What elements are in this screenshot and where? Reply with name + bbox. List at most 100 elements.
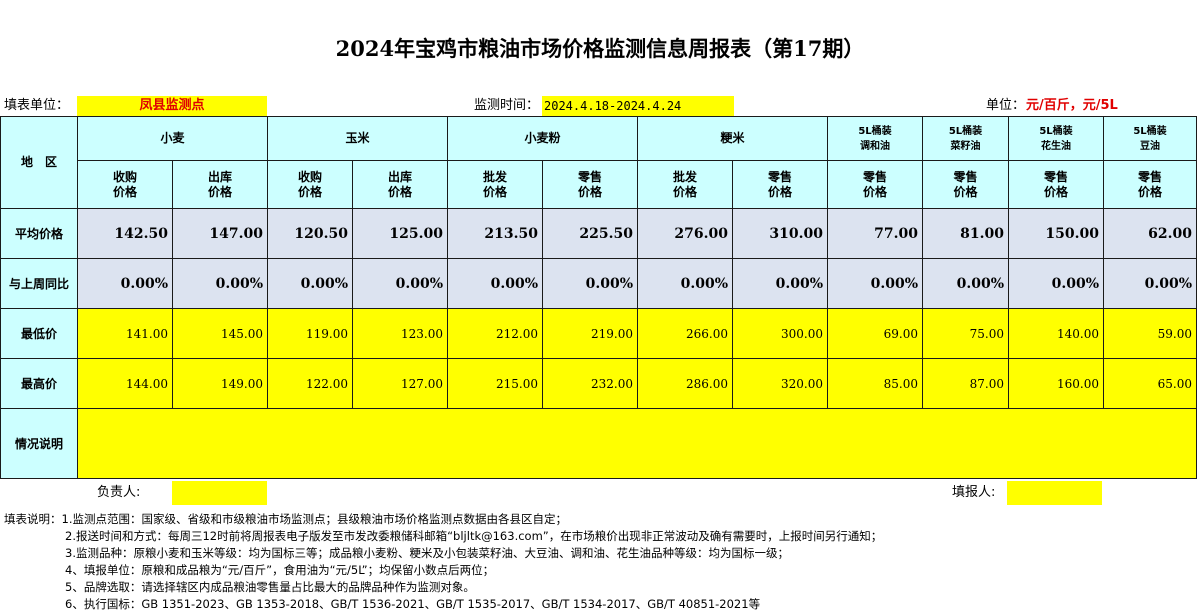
table-cell[interactable]: 286.00 (637, 358, 733, 409)
table-cell[interactable]: 0.00% (77, 258, 173, 309)
table-cell[interactable]: 310.00 (732, 208, 828, 259)
table-cell[interactable]: 85.00 (827, 358, 923, 409)
table-cell[interactable]: 0.00% (1008, 258, 1104, 309)
note-line: 4、填报单位：原粮和成品粮为“元/百斤”，食用油为“元/5L”；均保留小数点后两… (65, 563, 495, 577)
group-header: 5L桶装 菜籽油 (922, 116, 1009, 161)
row-label: 平均价格 (0, 208, 78, 259)
table-cell[interactable]: 0.00% (542, 258, 638, 309)
sub-header: 收购 价格 (77, 160, 173, 209)
table-cell[interactable]: 62.00 (1103, 208, 1197, 259)
table-cell[interactable]: 149.00 (172, 358, 268, 409)
table-cell[interactable]: 0.00% (267, 258, 353, 309)
table-cell[interactable]: 120.50 (267, 208, 353, 259)
table-cell[interactable]: 0.00% (1103, 258, 1197, 309)
table-cell[interactable]: 65.00 (1103, 358, 1197, 409)
sub-header: 出库 价格 (352, 160, 448, 209)
sub-header: 零售 价格 (827, 160, 923, 209)
sub-header: 零售 价格 (1103, 160, 1197, 209)
table-cell[interactable]: 320.00 (732, 358, 828, 409)
table-cell[interactable]: 69.00 (827, 308, 923, 359)
notes-section: 填表说明：1.监测点范围：国家级、省级和市级粮油市场监测点；县级粮油市场价格监测… (4, 511, 1196, 613)
note-line: 6、执行国标：GB 1351-2023、GB 1353-2018、GB/T 15… (65, 597, 761, 611)
table-cell[interactable]: 215.00 (447, 358, 543, 409)
group-header: 小麦 (77, 116, 268, 161)
group-header: 小麦粉 (447, 116, 638, 161)
table-cell[interactable]: 59.00 (1103, 308, 1197, 359)
sub-header: 收购 价格 (267, 160, 353, 209)
table-cell[interactable]: 141.00 (77, 308, 173, 359)
table-cell[interactable]: 144.00 (77, 358, 173, 409)
table-cell[interactable]: 300.00 (732, 308, 828, 359)
table-cell[interactable]: 0.00% (732, 258, 828, 309)
table-cell[interactable]: 142.50 (77, 208, 173, 259)
table-cell[interactable]: 276.00 (637, 208, 733, 259)
note-line: 2.报送时间和方式：每周三12时前将周报表电子版发至市发改委粮储科邮箱“bljl… (65, 529, 883, 543)
table-cell[interactable]: 0.00% (827, 258, 923, 309)
table-cell[interactable]: 213.50 (447, 208, 543, 259)
table-cell[interactable]: 150.00 (1008, 208, 1104, 259)
measure-value: 元/百斤，元/5L (1026, 98, 1118, 113)
sub-header: 零售 价格 (1008, 160, 1104, 209)
sub-header-row: 收购 价格 出库 价格 收购 价格 出库 价格 批发 价格 零售 价格 批发 价… (1, 160, 1197, 209)
sub-header: 批发 价格 (447, 160, 543, 209)
table-cell[interactable]: 140.00 (1008, 308, 1104, 359)
filler-field[interactable] (1007, 481, 1102, 505)
sub-header: 零售 价格 (732, 160, 828, 209)
table-cell[interactable]: 122.00 (267, 358, 353, 409)
table-cell[interactable]: 147.00 (172, 208, 268, 259)
remark-field[interactable] (77, 408, 1197, 479)
report-title: 2024年宝鸡市粮油市场价格监测信息周报表（第17期） (335, 36, 865, 61)
sub-header: 批发 价格 (637, 160, 733, 209)
group-header: 玉米 (267, 116, 448, 161)
table-cell[interactable]: 0.00% (447, 258, 543, 309)
remark-label: 情况说明 (0, 408, 78, 479)
unit-label: 填表单位： (4, 98, 70, 113)
period-label: 监测时间： (474, 98, 540, 113)
manager-field[interactable] (172, 481, 267, 505)
table-row-change: 与上周同比 0.00% 0.00% 0.00% 0.00% 0.00% 0.00… (0, 258, 1197, 309)
note-line: 5、品牌选取：请选择辖区内成品粮油零售量占比最大的品牌品种作为监测对象。 (65, 580, 475, 594)
price-table: 地 区 小麦 玉米 小麦粉 粳米 5L桶装 调和油 5L桶装 菜籽油 5L桶装 … (0, 116, 1197, 479)
group-header: 5L桶装 调和油 (827, 116, 923, 161)
period-value[interactable]: 2024.4.18-2024.4.24 (542, 96, 734, 116)
table-cell[interactable]: 81.00 (922, 208, 1009, 259)
table-cell[interactable]: 0.00% (922, 258, 1009, 309)
unit-value[interactable]: 凤县监测点 (77, 96, 267, 116)
group-header: 5L桶装 豆油 (1103, 116, 1197, 161)
table-cell[interactable]: 0.00% (637, 258, 733, 309)
table-cell[interactable]: 123.00 (352, 308, 448, 359)
group-header: 5L桶装 花生油 (1008, 116, 1104, 161)
table-cell[interactable]: 266.00 (637, 308, 733, 359)
table-cell[interactable]: 232.00 (542, 358, 638, 409)
measure-label: 单位： (986, 98, 1026, 113)
table-cell[interactable]: 77.00 (827, 208, 923, 259)
sub-header: 出库 价格 (172, 160, 268, 209)
table-cell[interactable]: 87.00 (922, 358, 1009, 409)
table-cell[interactable]: 75.00 (922, 308, 1009, 359)
group-header: 粳米 (637, 116, 828, 161)
sub-header: 零售 价格 (542, 160, 638, 209)
table-cell[interactable]: 119.00 (267, 308, 353, 359)
table-row-min: 最低价 141.00 145.00 119.00 123.00 212.00 2… (0, 308, 1197, 359)
note-line: 3.监测品种：原粮小麦和玉米等级：均为国标三等；成品粮小麦粉、粳米及小包装菜籽油… (65, 546, 789, 560)
table-cell[interactable]: 145.00 (172, 308, 268, 359)
table-cell[interactable]: 160.00 (1008, 358, 1104, 409)
table-row-remark: 情况说明 (0, 408, 1197, 479)
table-cell[interactable]: 0.00% (172, 258, 268, 309)
table-row-max: 最高价 144.00 149.00 122.00 127.00 215.00 2… (0, 358, 1197, 409)
row-label: 最高价 (0, 358, 78, 409)
table-cell[interactable]: 0.00% (352, 258, 448, 309)
table-cell[interactable]: 219.00 (542, 308, 638, 359)
sub-header: 零售 价格 (922, 160, 1009, 209)
table-cell[interactable]: 225.50 (542, 208, 638, 259)
table-cell[interactable]: 125.00 (352, 208, 448, 259)
table-cell[interactable]: 212.00 (447, 308, 543, 359)
table-cell[interactable]: 127.00 (352, 358, 448, 409)
row-label: 最低价 (0, 308, 78, 359)
region-header: 地 区 (0, 116, 78, 209)
filler-label: 填报人: (952, 485, 996, 500)
manager-label: 负责人: (97, 485, 141, 500)
table-row-average: 平均价格 142.50 147.00 120.50 125.00 213.50 … (0, 208, 1197, 259)
group-header-row: 地 区 小麦 玉米 小麦粉 粳米 5L桶装 调和油 5L桶装 菜籽油 5L桶装 … (0, 116, 1197, 209)
row-label: 与上周同比 (0, 258, 78, 309)
